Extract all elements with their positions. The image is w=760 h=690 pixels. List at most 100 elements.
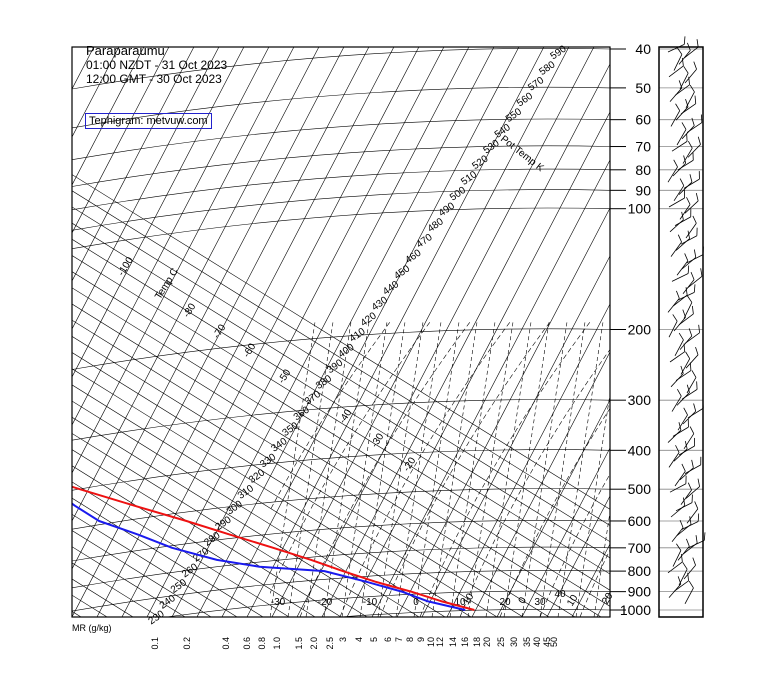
wind-barb	[669, 475, 687, 493]
isotherm-line	[72, 416, 394, 617]
wind-barb	[686, 370, 697, 394]
wind-barb	[685, 347, 699, 369]
mixing-ratio-tick-label: 9	[416, 637, 426, 642]
mixing-ratio-line	[521, 322, 568, 617]
wind-barb	[679, 197, 691, 220]
wind-barb	[672, 543, 682, 567]
wind-barb	[668, 576, 682, 598]
wind-barb-staff	[668, 452, 680, 468]
wind-barb-staff	[676, 129, 687, 146]
wind-barb-staff	[670, 110, 681, 127]
mixing-ratio-tick-label: 14	[448, 637, 458, 647]
isotherm-line	[72, 271, 610, 607]
isotherm-line	[72, 513, 238, 617]
wind-barb-staff	[667, 44, 685, 53]
wind-barb-feather	[687, 419, 689, 428]
wind-barb-staff	[668, 65, 684, 78]
isotherm-line	[72, 319, 550, 617]
wind-barb	[675, 362, 692, 381]
wind-barb-feather	[684, 440, 688, 450]
wind-barb	[671, 520, 684, 543]
pressure-tick-label: 1000	[620, 602, 651, 618]
dry-adiabat-line	[446, 303, 610, 617]
mixing-ratio-tick-label: 16	[460, 637, 470, 647]
wind-barb	[669, 211, 684, 233]
dry-adiabat-line	[471, 351, 610, 617]
isotherm-line	[72, 238, 610, 575]
isotherm-line	[72, 384, 446, 617]
wind-barb-feather	[697, 513, 700, 522]
dry-adiabat-line	[72, 47, 220, 330]
wind-barb-feather	[703, 532, 706, 541]
temp-tick-label: 0	[517, 595, 530, 606]
temp-tick-label: -40	[337, 407, 354, 425]
wind-barb-feather	[684, 189, 685, 199]
wind-barb-feather	[697, 136, 701, 145]
mixing-ratio-line	[503, 322, 550, 617]
wind-barb-feather	[687, 230, 690, 239]
wind-barb	[681, 249, 697, 270]
mixing-ratio-tick-label: 0.1	[150, 637, 160, 650]
isotherm-line	[72, 578, 134, 617]
wind-barb	[673, 47, 683, 71]
isotherm-line	[72, 449, 342, 617]
dry-adiabat-line	[72, 47, 270, 426]
wind-barb	[683, 39, 699, 59]
mixing-ratio-line	[377, 322, 424, 617]
wind-barb	[685, 84, 695, 108]
mixing-ratio-tick-label: 50	[549, 637, 559, 647]
wind-barb-feather	[689, 174, 693, 183]
wind-barb-staff	[670, 373, 684, 388]
wind-barb-staff	[680, 235, 698, 245]
isobar-line	[72, 207, 610, 249]
wind-barb-staff	[675, 502, 693, 512]
mixing-ratio-line	[557, 322, 604, 617]
wind-barb	[684, 61, 697, 84]
mixing-ratio-line	[395, 322, 442, 617]
wind-barb-feather	[700, 456, 702, 465]
pot-temp-tick-label: 590	[549, 43, 569, 62]
moist-adiabat-line	[579, 549, 610, 617]
wind-barb	[685, 478, 700, 499]
isobar-line	[336, 609, 610, 617]
wind-barb-feather	[686, 197, 691, 205]
wind-barb-feather	[678, 332, 684, 341]
mixing-ratio-line	[485, 322, 532, 617]
pressure-tick-label: 500	[628, 481, 652, 497]
isotherm-line	[72, 481, 290, 617]
wind-barb-staff	[669, 219, 684, 233]
wind-barb-staff	[670, 241, 682, 257]
wind-barb-staff	[678, 313, 694, 326]
mixing-ratio-tick-label: 30	[509, 637, 519, 647]
wind-barb-feather	[694, 95, 697, 104]
mixing-ratio-line	[287, 322, 334, 617]
pressure-tick-label: 50	[635, 80, 651, 96]
wind-barb-staff	[667, 429, 682, 443]
wind-barb	[667, 290, 680, 313]
wind-barb-staff	[684, 464, 701, 474]
wind-barb-staff	[684, 68, 697, 84]
dry-adiabat-line	[521, 447, 610, 617]
isobar-line	[72, 328, 610, 370]
wind-barb-staff	[679, 467, 694, 481]
wind-barb-feather	[694, 501, 699, 509]
mixing-ratio-tick-label: 12	[435, 637, 445, 647]
wind-barb-feather	[687, 265, 690, 274]
pressure-tick-label: 60	[635, 112, 651, 128]
wind-barb-feather	[682, 497, 686, 506]
wind-barb	[668, 189, 685, 208]
wind-barb	[687, 268, 703, 288]
wind-barb-feather	[686, 384, 690, 393]
wind-barb-feather	[688, 580, 694, 589]
dry-adiabat-line	[72, 47, 320, 522]
wind-barb-staff	[674, 471, 686, 487]
wind-barb-staff	[683, 46, 699, 59]
wind-barb-feather	[676, 543, 682, 551]
wind-barb-feather	[687, 140, 693, 149]
dry-adiabat-line	[321, 63, 610, 617]
wind-barb	[674, 463, 686, 487]
dry-adiabat-line	[271, 47, 570, 617]
moist-adiabat-line	[270, 322, 391, 512]
wind-barb-staff	[673, 54, 683, 71]
dry-adiabat-line	[396, 207, 610, 617]
